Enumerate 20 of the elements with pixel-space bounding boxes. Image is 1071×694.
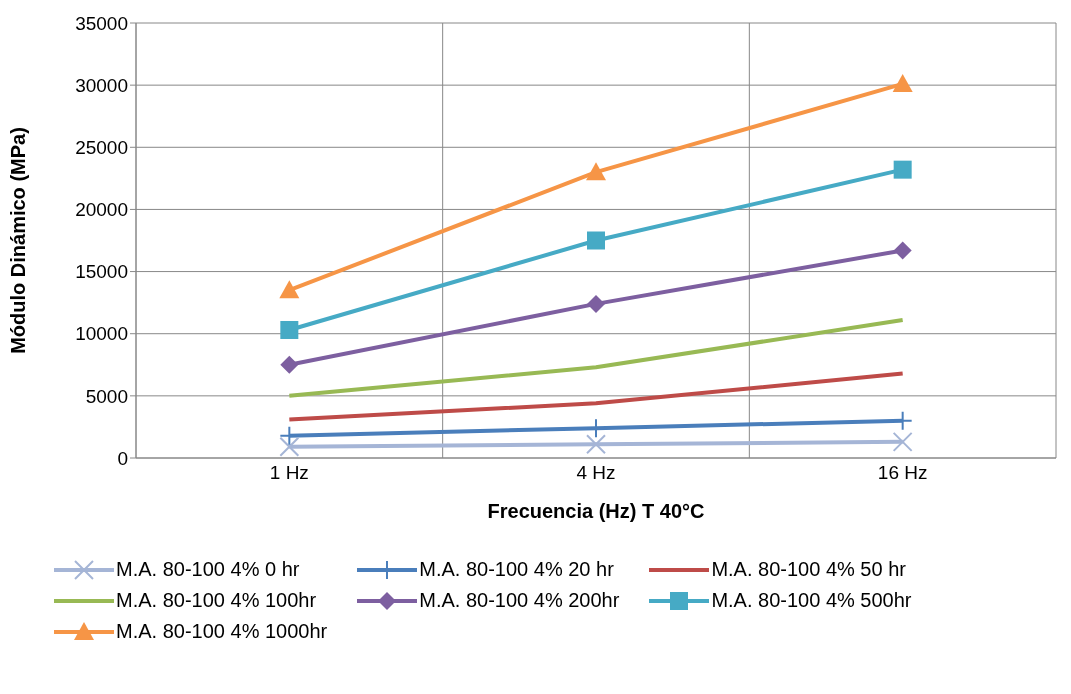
- x-axis-title: Frecuencia (Hz) T 40°C: [487, 500, 705, 522]
- legend-label: M.A. 80-100 4% 500hr: [711, 589, 912, 612]
- y-tick-label: 35000: [75, 12, 128, 34]
- legend-label: M.A. 80-100 4% 1000hr: [116, 620, 328, 643]
- x-tick-label: 4 Hz: [576, 462, 616, 484]
- x-tick-label: 1 Hz: [269, 462, 309, 484]
- legend-label: M.A. 80-100 4% 50 hr: [711, 558, 906, 581]
- legend-label: M.A. 80-100 4% 0 hr: [116, 558, 300, 581]
- y-tick-label: 20000: [75, 199, 128, 221]
- y-tick-label: 15000: [75, 261, 128, 283]
- y-tick-label: 30000: [75, 74, 128, 96]
- y-axis-title: Módulo Dinámico (MPa): [7, 127, 30, 354]
- y-tick-label: 10000: [75, 323, 128, 345]
- legend-label: M.A. 80-100 4% 200hr: [419, 589, 620, 612]
- x-tick-label: 16 Hz: [877, 462, 928, 484]
- y-tick-label: 25000: [75, 137, 128, 159]
- y-tick-label: 0: [117, 447, 128, 469]
- legend-label: M.A. 80-100 4% 20 hr: [419, 558, 614, 581]
- legend-label: M.A. 80-100 4% 100hr: [116, 589, 317, 612]
- y-tick-label: 5000: [85, 385, 128, 407]
